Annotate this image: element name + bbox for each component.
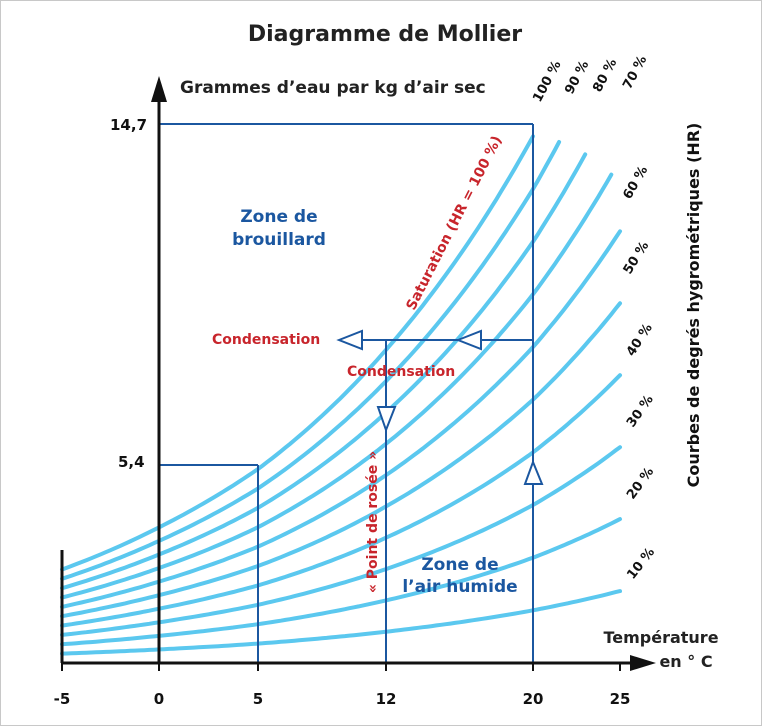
dew-point-down-arrow-icon xyxy=(376,406,397,433)
guide-lines xyxy=(159,123,544,663)
x-tick-label: -5 xyxy=(54,690,71,708)
condensation-left-label: Condensation xyxy=(212,332,320,348)
x-tick-label: 0 xyxy=(154,690,164,708)
y-tick-label: 5,4 xyxy=(118,453,145,471)
condensation-mid-label: Condensation xyxy=(347,364,455,380)
humidity-curve-line xyxy=(60,373,622,628)
humidity-curve-label: 20 % xyxy=(624,465,657,503)
humidity-curve-line xyxy=(60,140,562,581)
y-axis-arrow-icon xyxy=(151,76,167,102)
zone-humid-label-line2: l’air humide xyxy=(402,577,517,597)
zone-humid-label-line1: Zone de xyxy=(421,555,498,575)
x-ticks: -5 0 5 12 20 25 xyxy=(54,663,631,708)
condensation-left-arrow-icon xyxy=(336,329,363,351)
condensation-mid-arrow-icon xyxy=(455,329,482,351)
humidity-curve-label: 50 % xyxy=(621,239,653,277)
humidity-labels: 100 %90 %80 % 70 % 60 % 50 % 40 % 30 % 20 % 10 … xyxy=(530,53,658,582)
humidity-curves xyxy=(60,134,622,656)
x-tick-label: 20 xyxy=(523,690,544,708)
y-tick-label: 14,7 xyxy=(110,116,147,134)
x-axis-label-line2: en ° C xyxy=(659,652,712,671)
chart-title: Diagramme de Mollier xyxy=(248,22,522,47)
zone-fog-label-line1: Zone de xyxy=(240,207,317,227)
humidity-curve-line xyxy=(60,301,622,619)
x-axis-arrow-icon xyxy=(630,655,656,671)
humidity-curve-label: 80 % xyxy=(590,56,620,95)
right-axis-label: Courbes de degrés hygrométriques (HR) xyxy=(684,123,703,488)
humidity-up-arrow-icon xyxy=(523,459,544,485)
x-tick-label: 25 xyxy=(610,690,631,708)
dew-point-label: « Point de rosée » xyxy=(365,451,381,593)
humidity-curve-label: 70 % xyxy=(620,53,650,92)
humidity-curve-line xyxy=(60,152,588,591)
saturation-label: Saturation (HR = 100 %) xyxy=(403,133,505,313)
humidity-curve-label: 90 % xyxy=(562,58,592,97)
x-tick-label: 5 xyxy=(253,690,263,708)
humidity-curve-label: 60 % xyxy=(620,164,651,202)
x-tick-label: 12 xyxy=(376,690,397,708)
axes xyxy=(60,76,656,671)
humidity-curve-line xyxy=(60,172,614,600)
humidity-curve-label: 100 % xyxy=(530,58,564,104)
humidity-curve-label: 40 % xyxy=(624,321,656,359)
humidity-curve-line xyxy=(60,134,535,572)
humidity-curve-label: 10 % xyxy=(624,545,658,582)
x-axis-label-line1: Température xyxy=(603,628,718,647)
humidity-curve-label: 30 % xyxy=(624,392,657,430)
y-axis-label: Grammes d’eau par kg d’air sec xyxy=(180,78,486,98)
zone-fog-label-line2: brouillard xyxy=(232,230,326,250)
